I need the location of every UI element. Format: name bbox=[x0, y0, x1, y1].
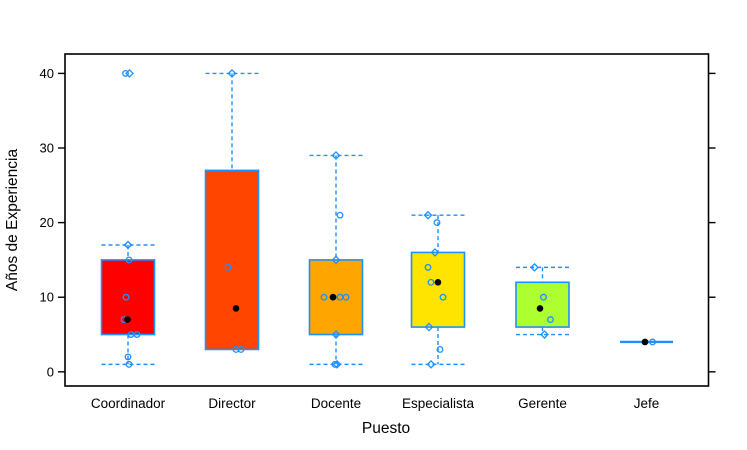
data-point-circle bbox=[122, 69, 129, 77]
data-point-diamond bbox=[540, 330, 549, 339]
data-point-circle bbox=[342, 293, 350, 301]
data-point-circle bbox=[224, 263, 232, 271]
data-point-diamond bbox=[331, 255, 341, 265]
median-point bbox=[434, 278, 442, 286]
box-group-especialista bbox=[410, 210, 466, 369]
x-category-label-docente: Docente bbox=[311, 396, 361, 411]
data-point-circle bbox=[540, 293, 547, 301]
y-tick-label: 30 bbox=[40, 141, 54, 156]
data-point-diamond bbox=[331, 151, 341, 160]
x-category-label-director: Director bbox=[208, 396, 256, 411]
data-point-circle bbox=[433, 219, 441, 227]
data-point-circle bbox=[439, 293, 447, 301]
median-point bbox=[641, 338, 649, 346]
data-point-circle bbox=[237, 345, 245, 353]
data-point-diamond bbox=[426, 359, 436, 369]
data-point-diamond bbox=[430, 248, 440, 257]
median-point bbox=[536, 305, 544, 312]
x-category-label-especialista: Especialista bbox=[402, 396, 475, 411]
x-axis-title: Puesto bbox=[362, 420, 410, 437]
data-point-diamond bbox=[530, 262, 539, 272]
median-point bbox=[232, 305, 240, 312]
x-category-label-coordinador: Coordinador bbox=[91, 396, 166, 411]
data-point-circle bbox=[125, 360, 133, 368]
plot-border bbox=[64, 53, 710, 387]
data-point-circle bbox=[649, 338, 656, 346]
box-group-jefe bbox=[620, 338, 673, 346]
y-axis-title: Años de Experiencia bbox=[4, 149, 21, 292]
data-point-diamond bbox=[125, 68, 134, 78]
data-point-diamond bbox=[331, 330, 341, 339]
median-point bbox=[329, 293, 337, 301]
median-point bbox=[124, 316, 131, 323]
data-point-circle bbox=[547, 316, 554, 324]
x-category-label-jefe: Jefe bbox=[634, 396, 660, 411]
data-point-circle bbox=[124, 353, 132, 361]
data-point-circle bbox=[331, 360, 339, 368]
data-point-diamond bbox=[423, 210, 433, 220]
data-point-circle bbox=[427, 278, 435, 286]
x-category-label-gerente: Gerente bbox=[518, 396, 567, 411]
data-point-circle bbox=[122, 293, 130, 301]
box-coordinador bbox=[100, 259, 156, 336]
data-point-diamond bbox=[123, 240, 133, 250]
y-tick-label: 10 bbox=[40, 290, 54, 305]
data-point-circle bbox=[320, 293, 328, 301]
y-tick-label: 0 bbox=[47, 364, 54, 379]
box-gerente bbox=[515, 281, 570, 328]
data-point-circle bbox=[436, 345, 444, 353]
box-group-docente bbox=[308, 151, 364, 369]
data-point-diamond bbox=[332, 359, 342, 369]
box-group-coordinador bbox=[100, 68, 156, 368]
data-point-diamond bbox=[424, 322, 434, 332]
box-group-director bbox=[204, 68, 260, 353]
data-point-circle bbox=[133, 331, 141, 338]
box-director bbox=[204, 169, 260, 351]
y-tick-label: 40 bbox=[40, 66, 54, 81]
box-especialista bbox=[410, 251, 466, 328]
data-point-circle bbox=[424, 263, 432, 271]
y-tick-label: 20 bbox=[40, 215, 54, 230]
data-point-circle bbox=[125, 256, 133, 264]
data-point-diamond bbox=[227, 68, 237, 78]
box-group-gerente bbox=[515, 262, 570, 339]
data-point-circle bbox=[336, 211, 344, 219]
